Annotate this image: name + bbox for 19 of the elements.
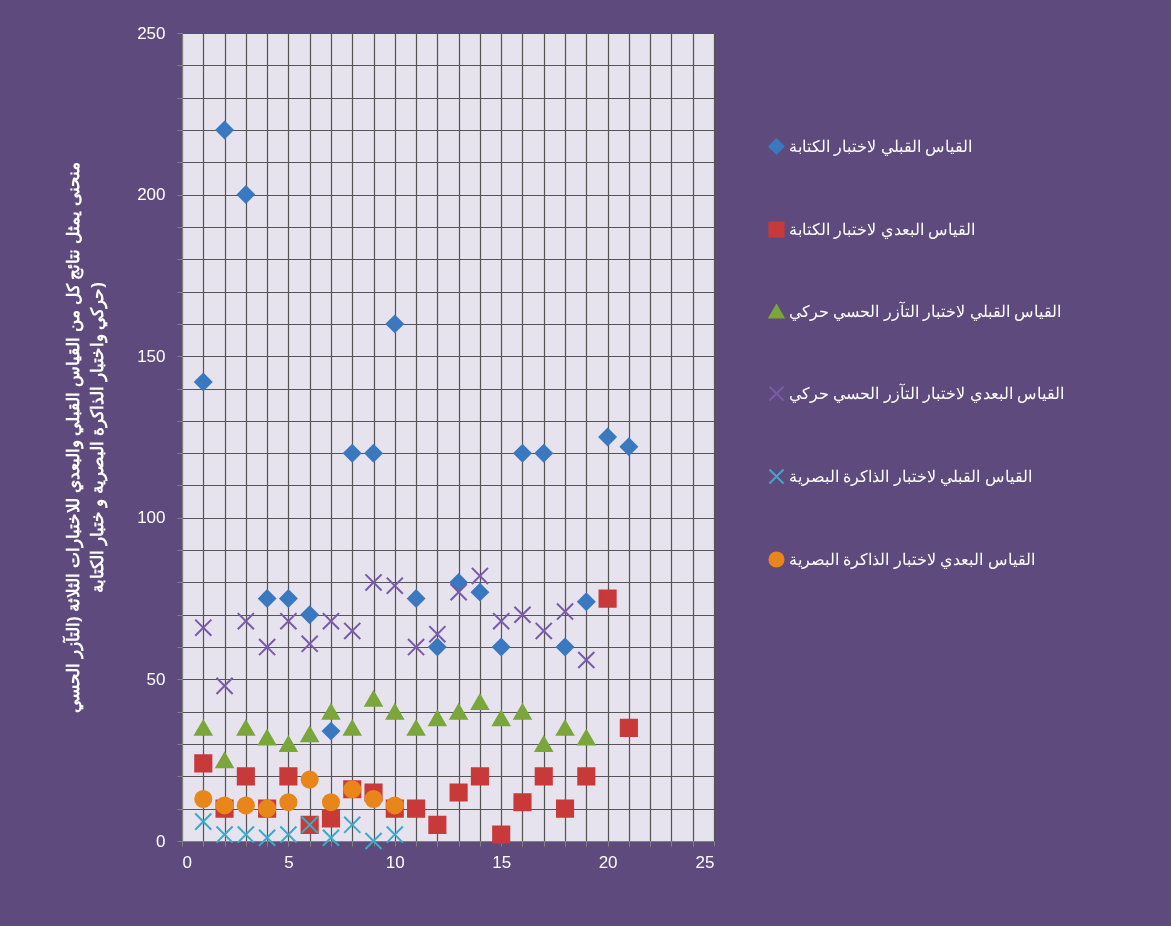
y-tick-label: 50 [146, 669, 166, 689]
y-tick-label: 100 [137, 508, 166, 528]
x-tick-label: 25 [695, 852, 715, 872]
legend-label: القياس البعدي لاختبار التآزر الحسي حركي [789, 382, 1065, 403]
legend-label: القياس القبلي لاختبار الكتابة [789, 137, 973, 156]
legend-label: القياس القبلي لاختبار التآزر الحسي حركي [789, 300, 1062, 321]
legend-label: القياس القبلي لاختبار الذاكرة البصرية [789, 467, 1032, 486]
x-tick-label: 20 [598, 852, 618, 872]
y-tick-label: 200 [137, 185, 166, 205]
y-tick-label: 150 [137, 346, 166, 366]
x-tick-label: 15 [492, 852, 512, 872]
legend-label: القياس البعدي لاختبار الذاكرة البصرية [789, 550, 1035, 569]
y-tick-label: 0 [156, 831, 166, 851]
y-axis-title: منحنى يمثل نتائج كل من القياس القبلي والبعدي للاختبارات الثلاثة (التآزر الحسي حركي واختبار الذاكرة البصرية و ختبار الكتابة) [62, 162, 109, 713]
x-tick-label: 5 [284, 852, 294, 872]
x-tick-label: 10 [385, 852, 405, 872]
x-tick-label: 0 [182, 852, 192, 872]
y-tick-label: 250 [137, 23, 166, 43]
legend-label: القياس البعدي لاختبار الكتابة [789, 220, 976, 239]
